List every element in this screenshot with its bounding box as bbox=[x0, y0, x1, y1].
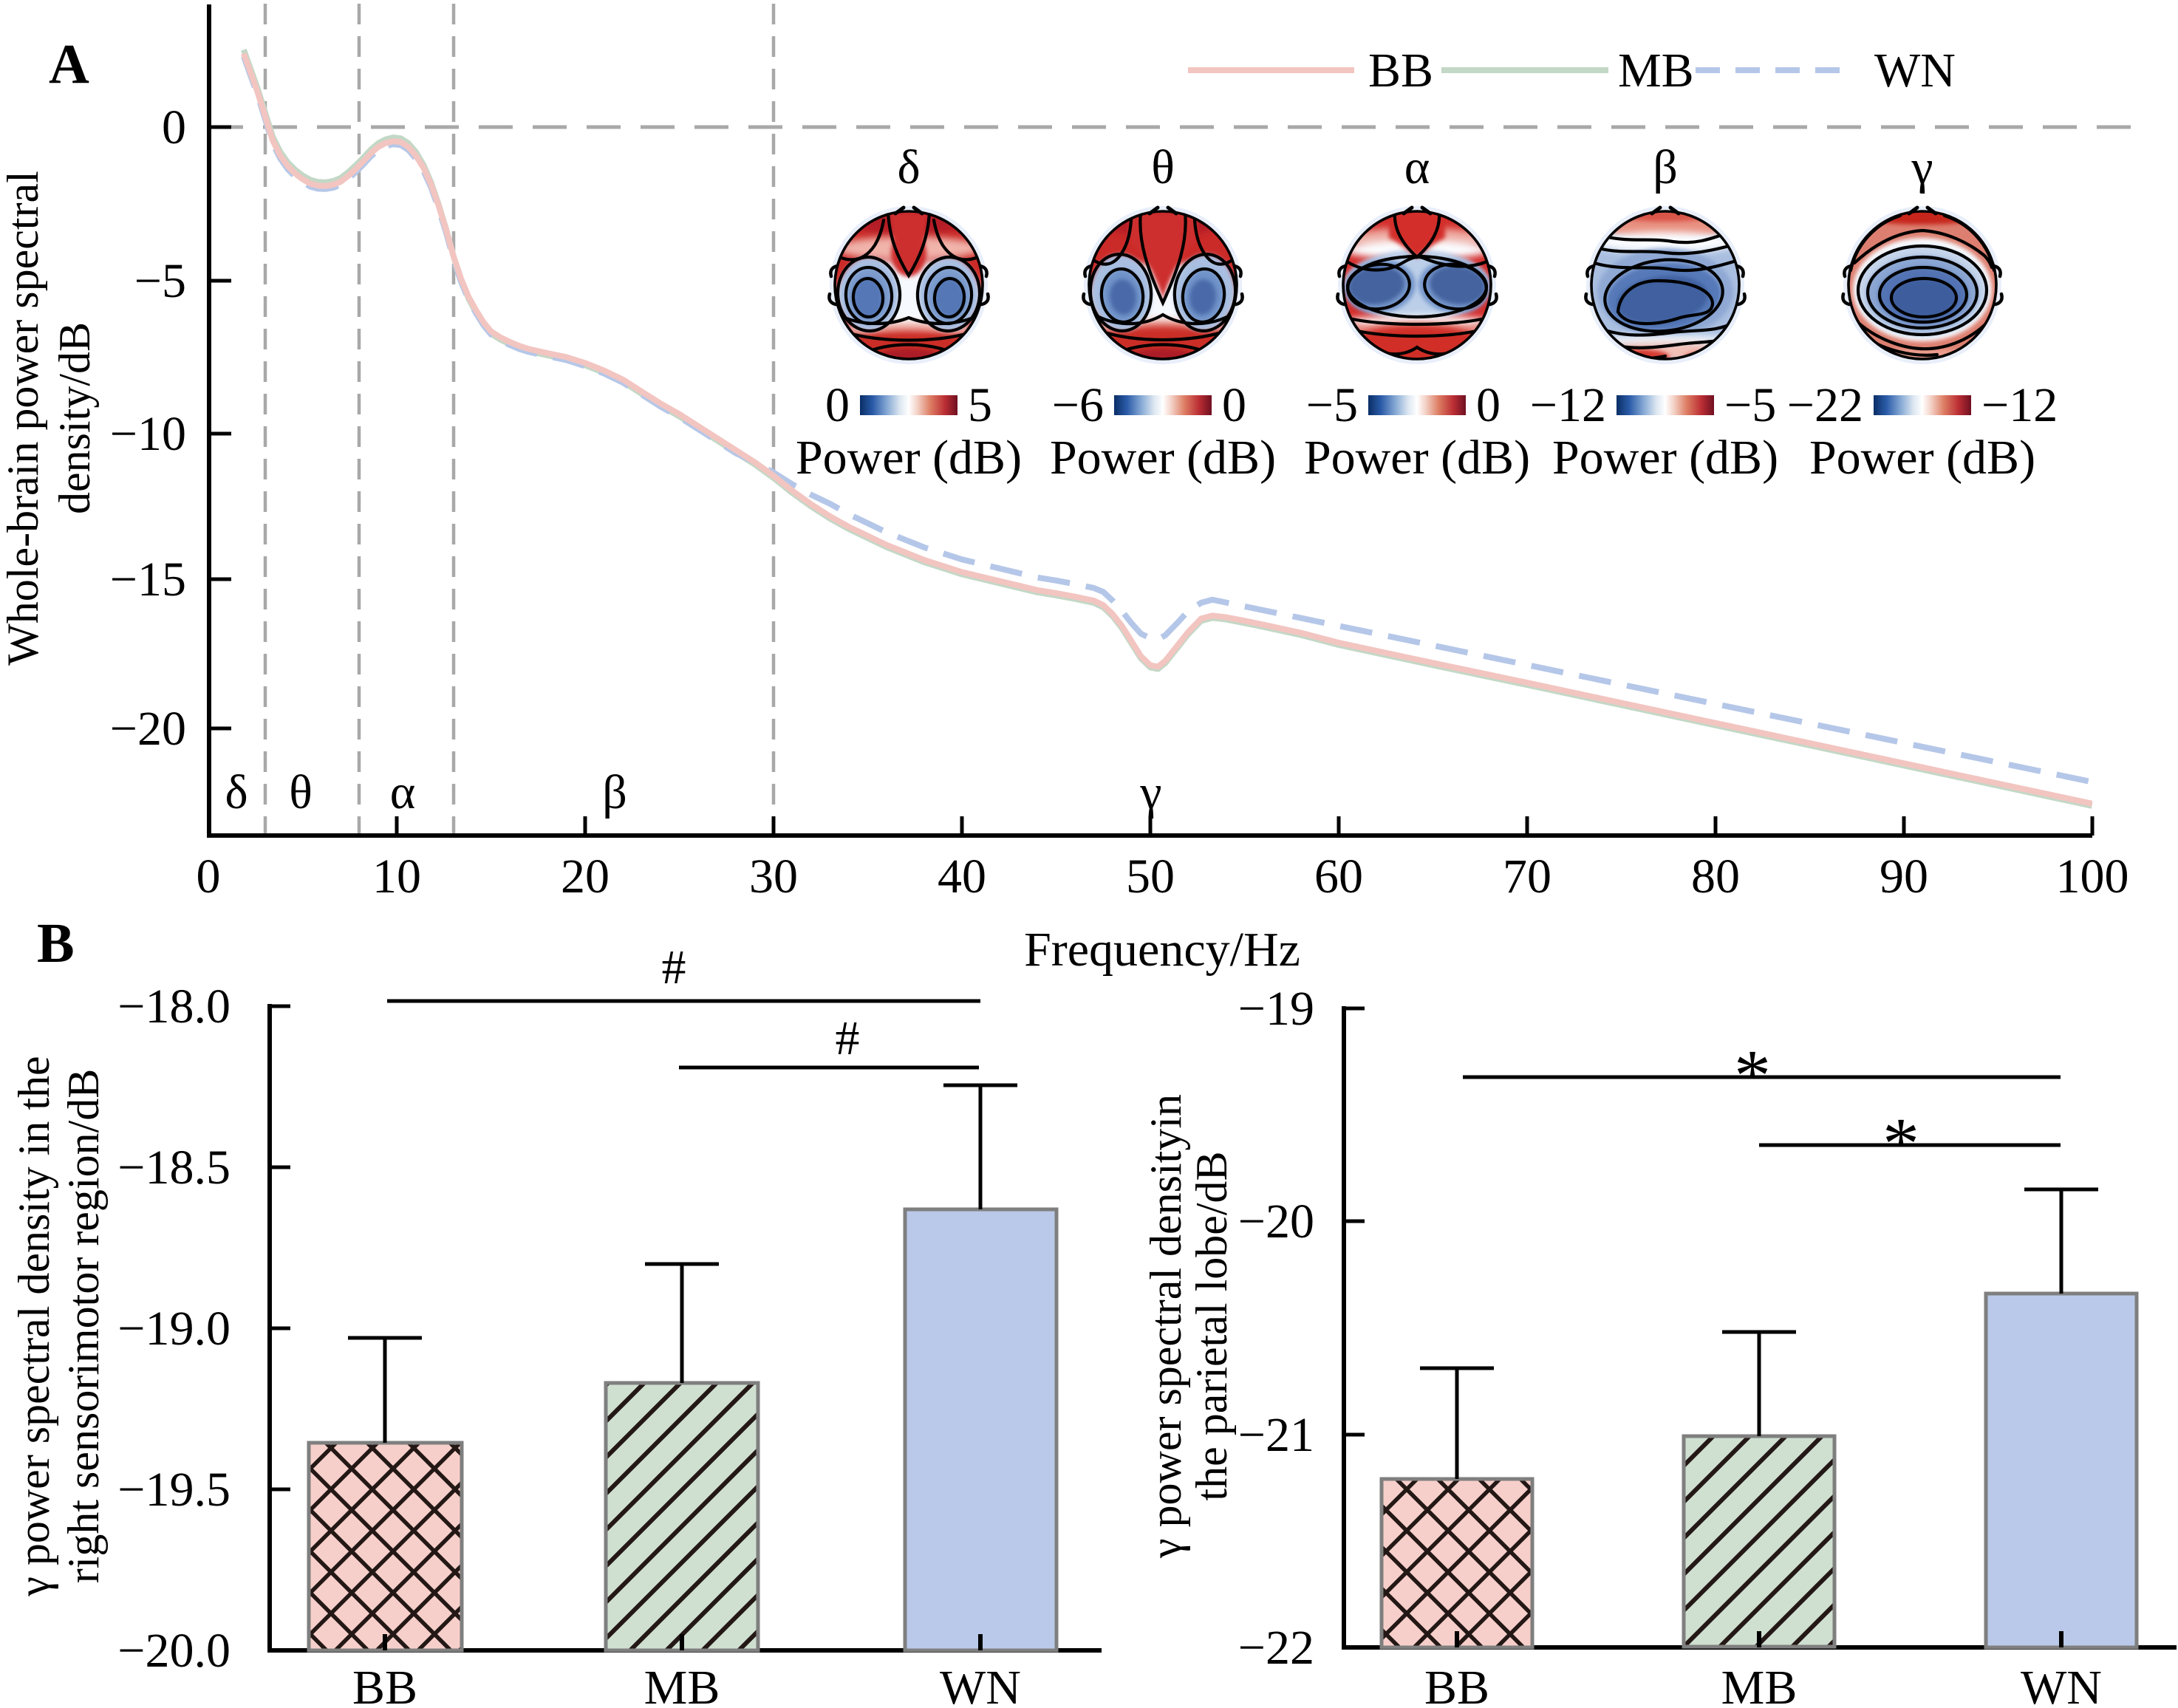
svg-text:40: 40 bbox=[938, 850, 986, 903]
svg-text:β: β bbox=[602, 765, 627, 819]
svg-text:60: 60 bbox=[1314, 850, 1363, 903]
svg-text:MB: MB bbox=[1721, 1661, 1798, 1704]
svg-text:−10: −10 bbox=[110, 407, 186, 461]
svg-text:−18.0: −18.0 bbox=[117, 980, 231, 1034]
svg-text:WN: WN bbox=[2021, 1661, 2102, 1704]
svg-text:−19.5: −19.5 bbox=[117, 1463, 231, 1517]
svg-text:#: # bbox=[836, 1011, 860, 1065]
svg-text:WN: WN bbox=[1874, 44, 1956, 98]
svg-text:B: B bbox=[37, 912, 75, 974]
svg-text:the parietal lobe/dB: the parietal lobe/dB bbox=[1187, 1151, 1236, 1500]
svg-text:−19: −19 bbox=[1238, 982, 1314, 1036]
svg-text:−18.5: −18.5 bbox=[117, 1141, 231, 1195]
svg-text:Frequency/Hz: Frequency/Hz bbox=[1024, 923, 1300, 977]
svg-text:−20.0: −20.0 bbox=[117, 1624, 231, 1678]
svg-text:20: 20 bbox=[561, 850, 610, 903]
svg-text:θ: θ bbox=[1151, 140, 1175, 194]
svg-text:γ power spectral densityin: γ power spectral densityin bbox=[1141, 1094, 1190, 1559]
svg-text:−5: −5 bbox=[134, 254, 186, 308]
svg-text:density/dB: density/dB bbox=[50, 322, 99, 514]
svg-text:α: α bbox=[390, 765, 416, 819]
svg-text:β: β bbox=[1653, 140, 1678, 194]
svg-text:30: 30 bbox=[749, 850, 798, 903]
svg-text:−20: −20 bbox=[110, 702, 186, 756]
svg-text:70: 70 bbox=[1503, 850, 1551, 903]
svg-text:Power (dB): Power (dB) bbox=[1050, 431, 1276, 485]
svg-text:δ: δ bbox=[897, 140, 920, 194]
svg-text:−15: −15 bbox=[110, 553, 186, 607]
svg-text:θ: θ bbox=[289, 765, 313, 819]
svg-text:#: # bbox=[662, 940, 686, 994]
svg-text:5: 5 bbox=[968, 378, 992, 432]
svg-text:γ: γ bbox=[1911, 140, 1933, 194]
svg-text:−19.0: −19.0 bbox=[117, 1302, 231, 1356]
svg-text:WN: WN bbox=[940, 1661, 1021, 1704]
svg-text:80: 80 bbox=[1691, 850, 1740, 903]
svg-text:90: 90 bbox=[1880, 850, 1928, 903]
svg-text:*: * bbox=[1882, 1102, 1919, 1184]
svg-text:10: 10 bbox=[372, 850, 421, 903]
svg-text:0: 0 bbox=[1476, 378, 1501, 432]
svg-text:Power (dB): Power (dB) bbox=[1809, 431, 2035, 485]
svg-text:Power (dB): Power (dB) bbox=[1304, 431, 1530, 485]
svg-text:−22: −22 bbox=[1787, 378, 1863, 432]
svg-text:−22: −22 bbox=[1238, 1621, 1314, 1675]
svg-text:100: 100 bbox=[2056, 850, 2129, 903]
svg-text:0: 0 bbox=[197, 850, 221, 903]
svg-text:−21: −21 bbox=[1238, 1408, 1314, 1462]
svg-text:right sensorimotor region/dB: right sensorimotor region/dB bbox=[59, 1069, 108, 1584]
svg-text:γ: γ bbox=[1139, 765, 1161, 819]
svg-text:0: 0 bbox=[162, 100, 186, 154]
svg-text:BB: BB bbox=[352, 1661, 417, 1704]
svg-text:BB: BB bbox=[1424, 1661, 1489, 1704]
svg-text:*: * bbox=[1734, 1034, 1771, 1116]
svg-text:BB: BB bbox=[1368, 44, 1433, 98]
svg-text:MB: MB bbox=[1618, 44, 1694, 98]
svg-text:−12: −12 bbox=[1530, 378, 1606, 432]
svg-text:0: 0 bbox=[1222, 378, 1246, 432]
svg-text:δ: δ bbox=[225, 765, 248, 819]
svg-text:−5: −5 bbox=[1724, 378, 1776, 432]
svg-text:−5: −5 bbox=[1306, 378, 1358, 432]
svg-text:A: A bbox=[49, 33, 89, 95]
svg-text:−6: −6 bbox=[1052, 378, 1104, 432]
svg-text:MB: MB bbox=[644, 1661, 720, 1704]
svg-text:50: 50 bbox=[1126, 850, 1175, 903]
svg-text:γ power spectral density in th: γ power spectral density in the bbox=[10, 1056, 58, 1596]
svg-text:Whole-brain power spectral: Whole-brain power spectral bbox=[0, 171, 47, 666]
svg-text:Power (dB): Power (dB) bbox=[1552, 431, 1778, 485]
svg-text:−12: −12 bbox=[1981, 378, 2058, 432]
svg-text:−20: −20 bbox=[1238, 1195, 1314, 1248]
svg-text:α: α bbox=[1404, 140, 1430, 194]
svg-text:0: 0 bbox=[825, 378, 850, 432]
svg-text:Power (dB): Power (dB) bbox=[796, 431, 1022, 485]
